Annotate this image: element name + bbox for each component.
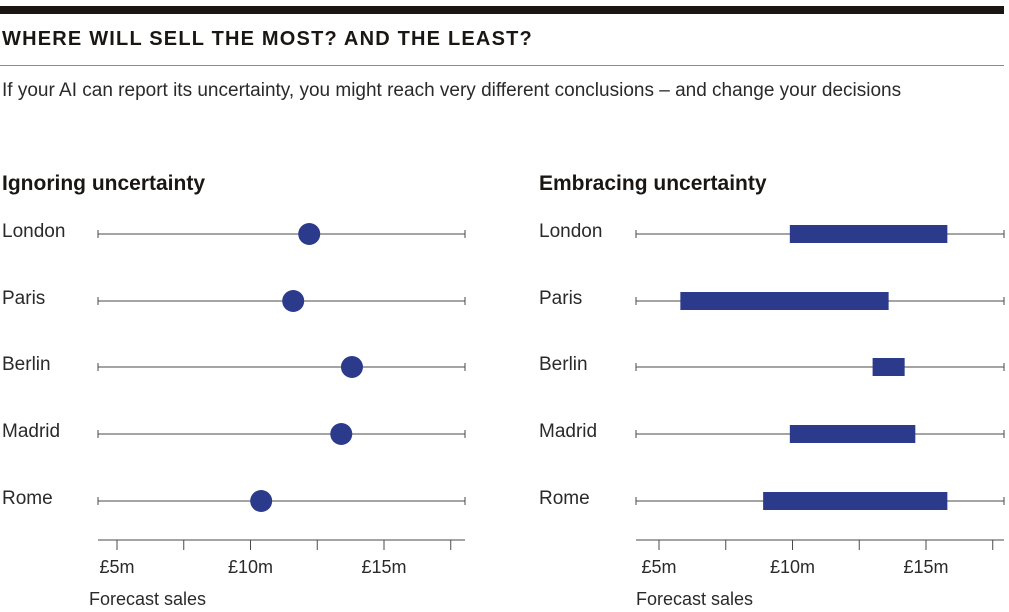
row-label-london: London: [539, 221, 603, 242]
range-bar-rome: [763, 492, 948, 510]
x-tick-label: £15m: [903, 557, 949, 577]
row-label-madrid: Madrid: [539, 421, 598, 442]
top-rule: [0, 6, 1004, 14]
range-bar-paris: [680, 292, 889, 310]
x-tick-label: £5m: [641, 557, 677, 577]
panel-title-embracing: Embracing uncertainty: [539, 172, 767, 195]
point-rome: [250, 490, 273, 512]
point-berlin: [340, 356, 363, 378]
x-axis-title: Forecast sales: [89, 589, 207, 609]
range-bar-london: [789, 225, 948, 243]
row-label-rome: Rome: [539, 488, 590, 509]
x-axis-title: Forecast sales: [636, 589, 754, 609]
panel-title-ignoring: Ignoring uncertainty: [2, 172, 206, 195]
row-label-berlin: Berlin: [2, 354, 51, 375]
x-tick-label: £5m: [99, 557, 135, 577]
chart-subtitle: If your AI can report its uncertainty, y…: [2, 80, 902, 101]
x-tick-label: £15m: [361, 557, 407, 577]
row-label-paris: Paris: [539, 288, 583, 309]
row-label-london: London: [2, 221, 66, 242]
point-london: [298, 223, 321, 245]
chart-title: WHERE WILL SELL THE MOST? AND THE LEAST?: [2, 28, 533, 50]
title-divider: [0, 65, 1004, 66]
row-label-berlin: Berlin: [539, 354, 588, 375]
range-bar-berlin: [872, 358, 905, 376]
row-label-rome: Rome: [2, 488, 53, 509]
x-tick-label: £10m: [227, 557, 274, 577]
point-paris: [282, 290, 305, 312]
x-tick-label: £10m: [769, 557, 816, 577]
row-label-madrid: Madrid: [2, 421, 61, 442]
range-bar-madrid: [789, 425, 916, 443]
row-label-paris: Paris: [2, 288, 46, 309]
point-madrid: [330, 423, 353, 445]
